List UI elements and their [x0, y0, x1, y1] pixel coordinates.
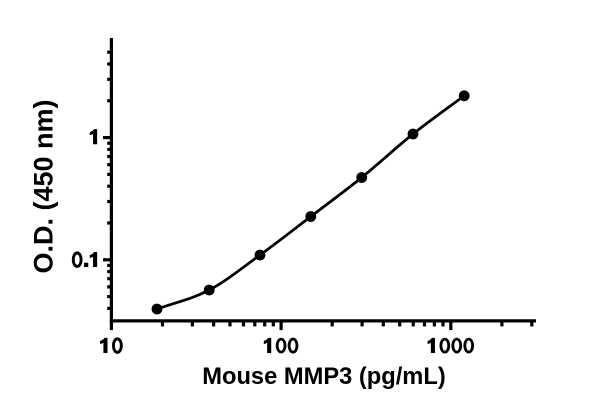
svg-text:Mouse MMP3 (pg/mL): Mouse MMP3 (pg/mL) — [202, 364, 445, 390]
svg-text:O.D. (450 nm): O.D. (450 nm) — [29, 99, 59, 273]
